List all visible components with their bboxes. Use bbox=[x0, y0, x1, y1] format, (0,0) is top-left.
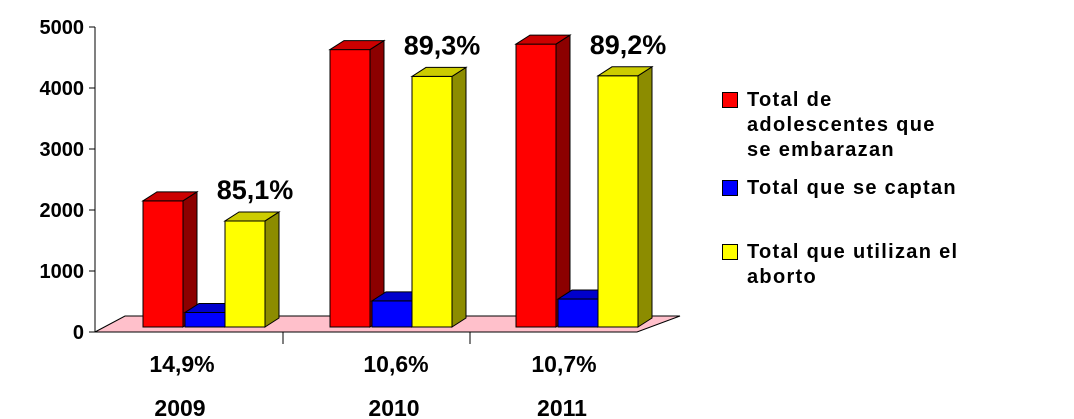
bar bbox=[597, 75, 639, 328]
bar bbox=[371, 300, 413, 328]
legend-swatch-yellow bbox=[722, 244, 738, 260]
y-tick-label: 2000 bbox=[40, 200, 85, 222]
legend-item-captan: Total que se captan bbox=[722, 176, 957, 201]
x-tick-label: 2011 bbox=[537, 395, 587, 419]
legend-swatch-red bbox=[722, 92, 738, 108]
x-tick-label: 2009 bbox=[154, 395, 205, 419]
y-tick-label: 0 bbox=[73, 322, 84, 344]
bar-top bbox=[141, 191, 199, 202]
data-label: 85,1% bbox=[217, 175, 294, 205]
data-label: 89,3% bbox=[404, 30, 481, 60]
y-tick-label: 3000 bbox=[40, 139, 85, 161]
bar-side bbox=[369, 39, 385, 328]
bar-top bbox=[410, 66, 468, 77]
bar-top bbox=[596, 66, 654, 77]
percent-label: 10,7% bbox=[531, 351, 596, 377]
bar bbox=[224, 220, 266, 328]
y-tick-label: 5000 bbox=[40, 17, 85, 39]
bar-side bbox=[451, 66, 467, 328]
bar bbox=[184, 311, 226, 328]
bar bbox=[557, 298, 599, 328]
percent-label: 14,9% bbox=[149, 351, 214, 377]
y-tick-label: 1000 bbox=[40, 261, 85, 283]
bar bbox=[411, 75, 453, 328]
x-tick-label: 2010 bbox=[368, 395, 419, 419]
legend-label: Total que se captan bbox=[747, 177, 957, 199]
bar-top bbox=[328, 40, 386, 51]
legend-swatch-blue bbox=[722, 180, 738, 196]
bar bbox=[515, 43, 557, 328]
bar-side bbox=[555, 34, 571, 328]
legend-label: Total de adolescentes que se embarazan bbox=[747, 89, 936, 161]
legend-item-aborto: Total que utilizan el aborto bbox=[722, 240, 958, 290]
bar bbox=[329, 49, 371, 328]
bar-top bbox=[514, 34, 572, 45]
percent-label: 10,6% bbox=[363, 351, 428, 377]
legend-label: Total que utilizan el aborto bbox=[747, 241, 959, 288]
y-tick-label: 4000 bbox=[40, 78, 85, 100]
data-label: 89,2% bbox=[590, 30, 667, 60]
legend-item-embarazan: Total de adolescentes que se embarazan bbox=[722, 88, 936, 163]
bar-side bbox=[637, 65, 653, 328]
bar-side bbox=[264, 211, 280, 328]
bar bbox=[142, 200, 184, 328]
bar-top bbox=[223, 211, 281, 222]
